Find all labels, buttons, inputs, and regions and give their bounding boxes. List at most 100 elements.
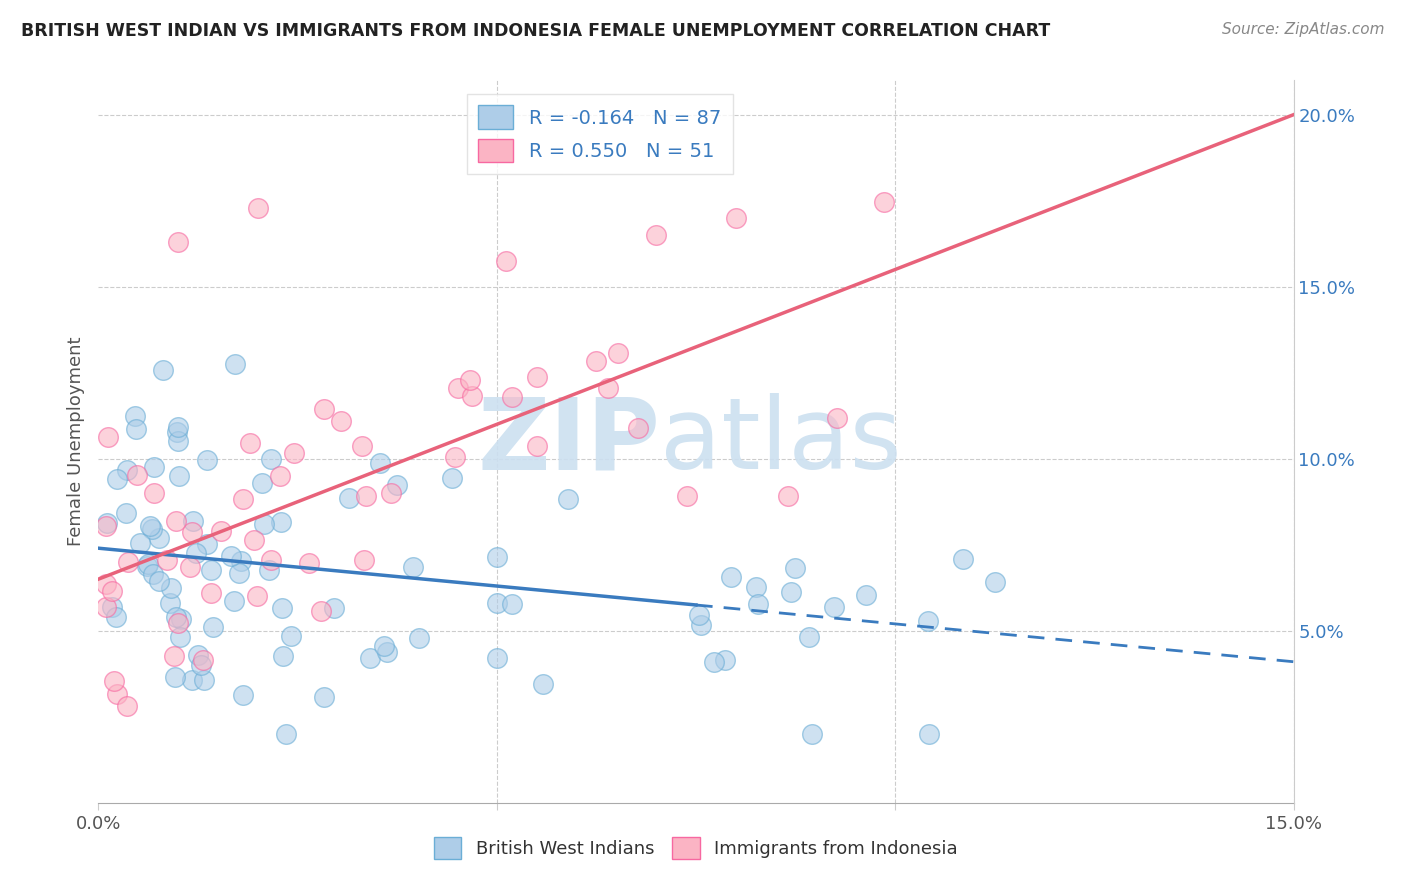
- Point: [918, 727, 941, 741]
- Point: [329, 414, 352, 428]
- Point: [115, 506, 138, 520]
- Point: [222, 594, 245, 608]
- Text: Source: ZipAtlas.com: Source: ZipAtlas.com: [1222, 22, 1385, 37]
- Point: [246, 590, 269, 604]
- Point: [269, 469, 291, 483]
- Point: [259, 451, 281, 466]
- Point: [232, 491, 254, 506]
- Point: [117, 555, 139, 569]
- Point: [101, 599, 124, 614]
- Legend: British West Indians, Immigrants from Indonesia: British West Indians, Immigrants from In…: [427, 830, 965, 866]
- Point: [873, 194, 896, 209]
- Point: [181, 514, 204, 528]
- Point: [460, 373, 482, 387]
- Point: [187, 648, 209, 662]
- Point: [219, 549, 242, 563]
- Point: [501, 390, 523, 404]
- Point: [585, 353, 607, 368]
- Point: [200, 586, 222, 600]
- Point: [780, 585, 803, 599]
- Point: [797, 630, 820, 644]
- Point: [96, 600, 118, 615]
- Point: [167, 468, 190, 483]
- Point: [557, 492, 579, 507]
- Point: [169, 630, 191, 644]
- Point: [703, 655, 725, 669]
- Point: [855, 589, 877, 603]
- Point: [160, 582, 183, 596]
- Point: [785, 561, 807, 575]
- Point: [170, 612, 193, 626]
- Point: [526, 439, 548, 453]
- Point: [274, 727, 297, 741]
- Point: [167, 615, 190, 630]
- Point: [97, 430, 120, 444]
- Point: [224, 357, 246, 371]
- Point: [368, 456, 391, 470]
- Point: [167, 420, 190, 434]
- Point: [152, 362, 174, 376]
- Point: [952, 551, 974, 566]
- Text: BRITISH WEST INDIAN VS IMMIGRANTS FROM INDONESIA FEMALE UNEMPLOYMENT CORRELATION: BRITISH WEST INDIAN VS IMMIGRANTS FROM I…: [21, 22, 1050, 40]
- Point: [744, 581, 766, 595]
- Point: [283, 446, 305, 460]
- Point: [312, 690, 335, 704]
- Point: [260, 552, 283, 566]
- Point: [117, 463, 139, 477]
- Point: [713, 653, 735, 667]
- Point: [141, 522, 163, 536]
- Point: [917, 614, 939, 628]
- Point: [179, 560, 201, 574]
- Point: [128, 536, 150, 550]
- Point: [353, 553, 375, 567]
- Point: [526, 370, 548, 384]
- Point: [209, 524, 232, 539]
- Point: [596, 381, 619, 395]
- Point: [195, 453, 218, 467]
- Point: [139, 519, 162, 533]
- Point: [485, 550, 508, 565]
- Point: [143, 485, 166, 500]
- Text: atlas: atlas: [661, 393, 901, 490]
- Point: [136, 558, 159, 572]
- Point: [825, 411, 848, 425]
- Point: [690, 618, 713, 632]
- Point: [408, 631, 430, 645]
- Point: [167, 235, 190, 249]
- Point: [280, 629, 302, 643]
- Point: [166, 425, 188, 439]
- Point: [375, 645, 398, 659]
- Point: [461, 389, 484, 403]
- Point: [688, 607, 710, 622]
- Point: [165, 610, 187, 624]
- Point: [485, 651, 508, 665]
- Point: [193, 673, 215, 687]
- Point: [259, 563, 281, 577]
- Point: [181, 673, 204, 687]
- Point: [800, 727, 823, 741]
- Point: [720, 570, 742, 584]
- Point: [323, 600, 346, 615]
- Point: [339, 491, 361, 505]
- Point: [148, 574, 170, 588]
- Point: [156, 553, 179, 567]
- Point: [253, 517, 276, 532]
- Point: [124, 421, 146, 435]
- Point: [823, 600, 845, 615]
- Point: [444, 450, 467, 465]
- Point: [359, 650, 381, 665]
- Point: [495, 253, 517, 268]
- Point: [239, 436, 262, 450]
- Point: [271, 648, 294, 663]
- Point: [105, 687, 128, 701]
- Point: [373, 640, 395, 654]
- Point: [485, 596, 508, 610]
- Point: [309, 604, 332, 618]
- Point: [447, 381, 470, 395]
- Point: [105, 472, 128, 486]
- Point: [231, 554, 253, 568]
- Point: [401, 560, 423, 574]
- Point: [96, 519, 118, 533]
- Point: [142, 566, 165, 581]
- Text: ZIP: ZIP: [477, 393, 661, 490]
